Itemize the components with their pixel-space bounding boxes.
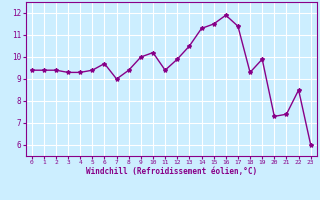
X-axis label: Windchill (Refroidissement éolien,°C): Windchill (Refroidissement éolien,°C) (86, 167, 257, 176)
